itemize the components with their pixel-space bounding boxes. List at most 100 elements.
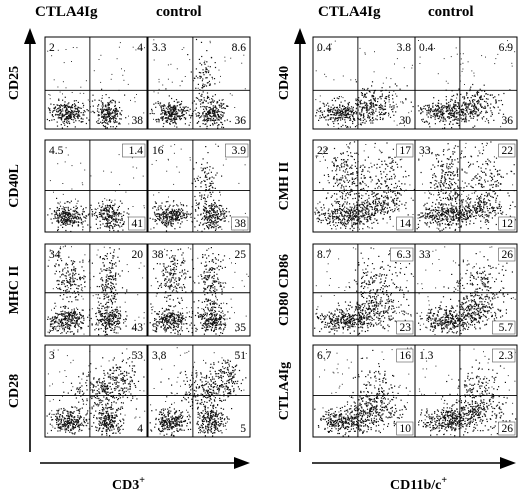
- value-upper-right: 26: [502, 249, 514, 261]
- value-upper-right: 4: [137, 42, 143, 54]
- dot-cloud: [314, 141, 415, 232]
- panel-right-ctla4ig-1: 22 17 14: [312, 139, 416, 233]
- value-lower-right: 38: [132, 115, 144, 127]
- value-box: [122, 143, 146, 158]
- value-box: [128, 216, 146, 231]
- value-upper-right: 16: [400, 350, 412, 362]
- dot-cloud: [47, 147, 145, 233]
- right-x-arrow: [312, 457, 516, 469]
- panel-right-ctla4ig-2: 8.7 6.3 23: [312, 243, 416, 337]
- value-upper-left: 4.5: [49, 145, 64, 157]
- value-upper-left: 3: [49, 350, 55, 362]
- dot-cloud: [46, 348, 146, 437]
- header-right-control: control: [428, 4, 474, 20]
- dot-cloud: [46, 42, 145, 129]
- value-lower-right: 10: [400, 423, 412, 435]
- dot-cloud: [47, 245, 145, 336]
- panel-right-ctla4ig-0: 0.4 3.8 30: [312, 36, 416, 130]
- left-y-arrow: [24, 28, 36, 452]
- dot-cloud: [314, 347, 412, 437]
- panel-right-control-1: 33 22 12: [414, 139, 518, 233]
- panel-left-ctla4ig-3: 3 53 4: [44, 344, 148, 438]
- value-upper-left: 0.4: [419, 42, 434, 54]
- value-box: [498, 421, 516, 436]
- value-box: [396, 320, 414, 335]
- dot-cloud: [418, 348, 517, 437]
- value-lower-right: 14: [400, 218, 412, 230]
- value-upper-left: 0.4: [317, 42, 332, 54]
- value-box: [225, 143, 249, 158]
- dot-cloud: [149, 143, 246, 232]
- header-left-ctla4ig: CTLA4Ig: [35, 4, 98, 20]
- value-upper-left: 22: [317, 145, 329, 157]
- dot-cloud: [149, 247, 249, 337]
- value-lower-right: 5.7: [499, 322, 514, 334]
- dot-cloud: [149, 347, 247, 437]
- value-upper-left: 3.8: [152, 350, 167, 362]
- value-lower-right: 4: [137, 423, 143, 435]
- value-upper-right: 2.3: [499, 350, 514, 362]
- row-label-left-3: CD28: [7, 374, 22, 408]
- value-lower-right: 30: [400, 115, 412, 127]
- value-lower-right: 38: [235, 218, 247, 230]
- panel-left-control-0: 3.3 8.6 36: [147, 36, 251, 130]
- value-upper-right: 20: [132, 249, 144, 261]
- value-box: [390, 247, 414, 262]
- value-upper-left: 1.3: [419, 350, 434, 362]
- row-label-right-0: CD40: [277, 66, 292, 100]
- value-box: [498, 247, 516, 262]
- panel-left-ctla4ig-2: 34 20 5 43: [44, 243, 148, 337]
- dot-cloud: [416, 141, 516, 232]
- value-upper-left: 2: [49, 42, 55, 54]
- row-label-left-0: CD25: [7, 66, 22, 100]
- value-upper-left: 33: [419, 249, 431, 261]
- value-upper-left: 6.7: [317, 350, 332, 362]
- value-upper-right: 1.4: [129, 145, 144, 157]
- value-box: [498, 143, 516, 158]
- value-upper-left: 16: [152, 145, 164, 157]
- value-lower-right: 35: [235, 322, 247, 334]
- value-box: [492, 320, 516, 335]
- value-box: [396, 421, 414, 436]
- value-upper-left: 34: [49, 249, 61, 261]
- header-right-ctla4ig: CTLA4Ig: [318, 4, 381, 20]
- panel-left-ctla4ig-0: 2 4 38: [44, 36, 148, 130]
- value-upper-right: 53: [132, 350, 144, 362]
- value-upper-right: 17: [400, 145, 412, 157]
- header-left-control: control: [156, 4, 202, 20]
- x-label-left: CD3+: [112, 475, 145, 493]
- value-upper-right: 51: [235, 350, 247, 362]
- panel-left-ctla4ig-1: 4.5 1.4 41: [44, 139, 148, 233]
- value-lower-left: 5: [152, 322, 158, 334]
- panel-right-control-3: 1.3 2.3 26: [414, 344, 518, 438]
- value-lower-right: 36: [235, 115, 247, 127]
- value-lower-right: 43: [132, 322, 144, 334]
- value-lower-right: 12: [502, 218, 514, 230]
- value-box: [492, 348, 516, 363]
- panel-frame: [414, 36, 518, 130]
- value-lower-right: 36: [502, 115, 514, 127]
- value-lower-left: 5: [49, 322, 55, 334]
- value-lower-right: 5: [240, 423, 246, 435]
- panel-frame: [44, 344, 148, 438]
- value-upper-right: 3.9: [232, 145, 247, 157]
- row-label-right-2: CD80 CD86: [277, 254, 292, 326]
- value-upper-right: 3.8: [397, 42, 412, 54]
- value-lower-right: 26: [502, 423, 514, 435]
- value-box: [396, 143, 414, 158]
- value-upper-right: 22: [502, 145, 514, 157]
- panel-right-ctla4ig-3: 6.7 16 10: [312, 344, 416, 438]
- panel-left-control-1: 16 3.9 38: [147, 139, 251, 233]
- value-upper-left: 38: [152, 249, 164, 261]
- value-upper-left: 8.7: [317, 249, 332, 261]
- right-y-arrow: [294, 28, 306, 452]
- panel-right-control-0: 0.4 6.9 36: [414, 36, 518, 130]
- row-label-right-3: CTLA4Ig: [277, 362, 292, 420]
- panel-left-control-2: 38 25 5 35: [147, 243, 251, 337]
- row-label-left-2: MHC II: [7, 266, 22, 315]
- value-upper-left: 3.3: [152, 42, 167, 54]
- value-upper-right: 25: [235, 249, 247, 261]
- panel-right-control-2: 33 26 5.7: [414, 243, 518, 337]
